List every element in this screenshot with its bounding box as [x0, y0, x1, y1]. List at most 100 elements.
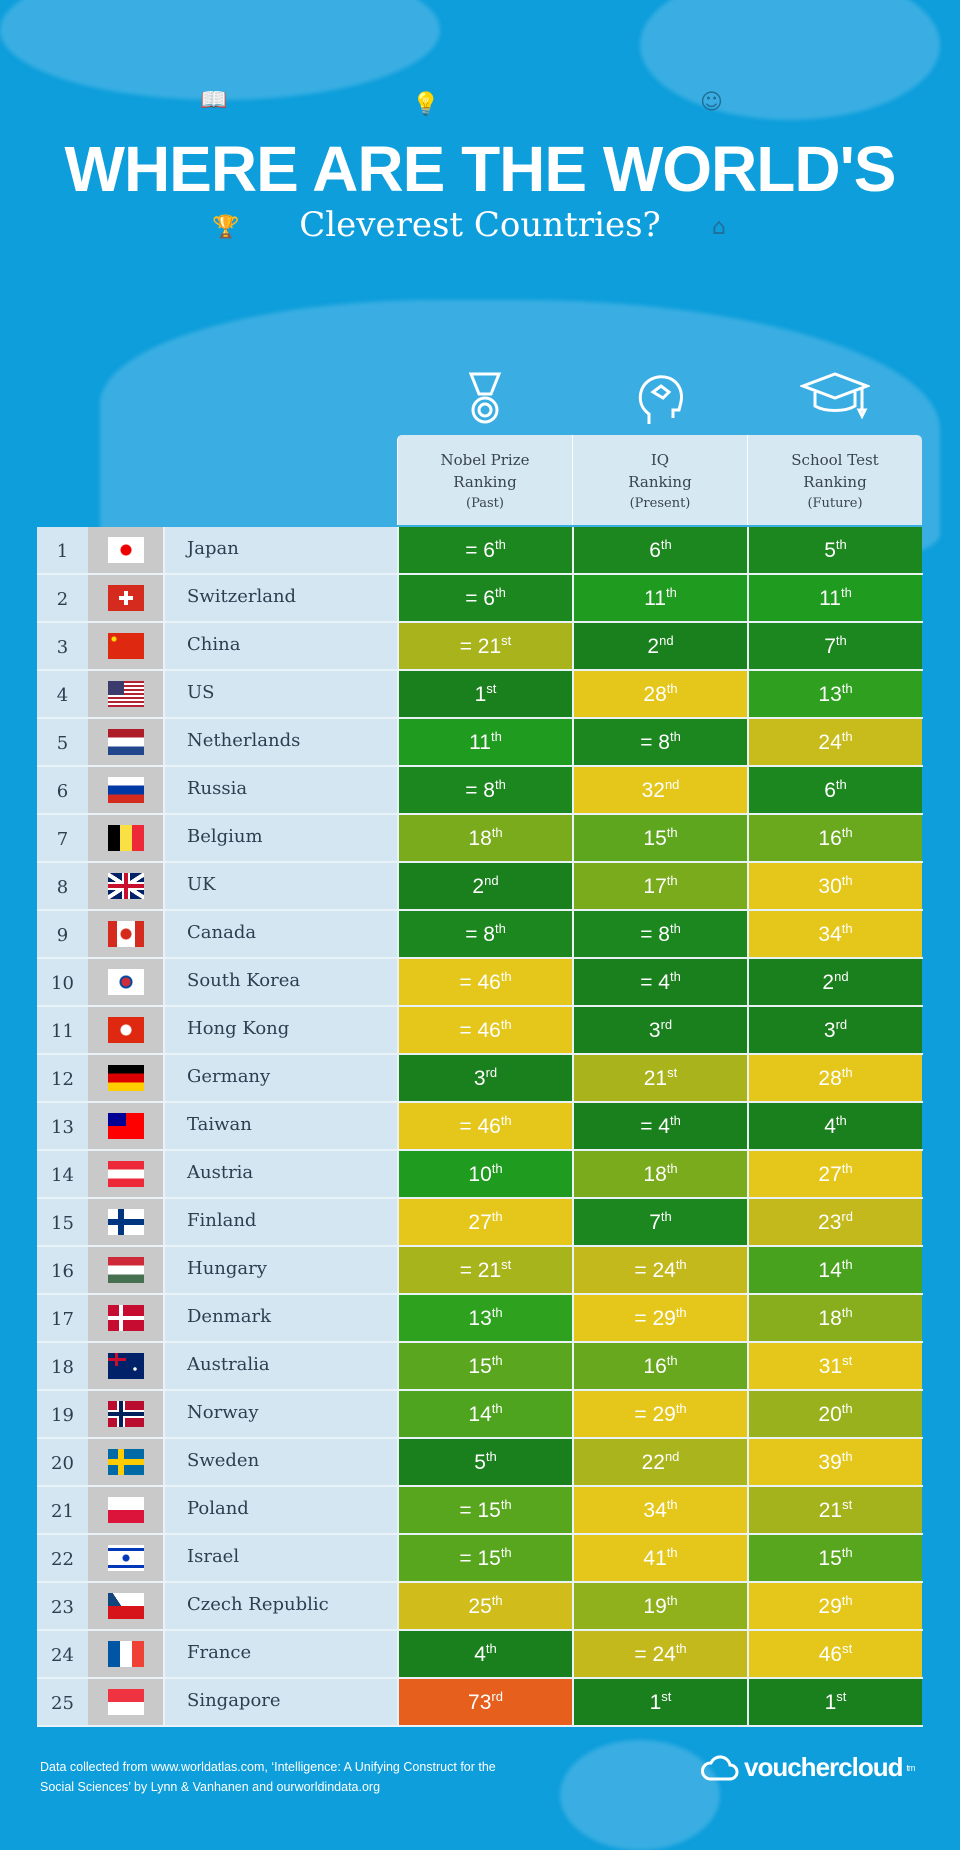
flag-cell	[88, 767, 165, 813]
rank-value: = 8	[640, 731, 670, 754]
school-test-ranking-cell: 14th	[747, 1247, 922, 1293]
rank-value: 10	[468, 1163, 492, 1186]
ordinal-suffix: th	[491, 1209, 503, 1224]
table-row: 13 Taiwan = 46th = 4th 4th	[37, 1103, 923, 1151]
rank-number: 17	[37, 1295, 88, 1341]
rank-value: 15	[643, 827, 667, 850]
rank-value: 21	[818, 1499, 843, 1522]
school-test-ranking-cell: 1st	[747, 1679, 922, 1725]
flag-cell	[88, 1535, 165, 1581]
header-line1: School Test	[791, 451, 879, 469]
rank-number: 8	[37, 863, 88, 909]
flag-netherlands-icon	[108, 729, 144, 755]
school-test-ranking-cell: 30th	[747, 863, 922, 909]
rank-number: 6	[37, 767, 88, 813]
head-icon: ☺	[700, 90, 723, 115]
flag-cell	[88, 1055, 165, 1101]
ordinal-suffix: th	[500, 1017, 512, 1032]
ordinal-suffix: st	[842, 1353, 853, 1368]
ordinal-suffix: st	[836, 1689, 847, 1704]
nobel-ranking-cell: = 6th	[397, 527, 572, 573]
school-test-ranking-cell: 34th	[747, 911, 922, 957]
iq-ranking-cell: 18th	[572, 1151, 747, 1197]
rank-value: 1	[474, 683, 487, 706]
ordinal-suffix: nd	[659, 633, 674, 648]
nobel-ranking-cell: = 21st	[397, 1247, 572, 1293]
iq-ranking-cell: 34th	[572, 1487, 747, 1533]
rank-number: 11	[37, 1007, 88, 1053]
ordinal-suffix: th	[840, 585, 852, 600]
table-row: 7 Belgium 18th 15th 16th	[37, 815, 923, 863]
table-row: 19 Norway 14th = 29th 20th	[37, 1391, 923, 1439]
school-test-ranking-cell: 3rd	[747, 1007, 922, 1053]
source-note: Data collected from www.worldatlas.com, …	[40, 1757, 540, 1797]
rank-value: 27	[468, 1211, 492, 1234]
rank-value: 7	[649, 1211, 661, 1234]
table-row: 2 Switzerland = 6th 11th 11th	[37, 575, 923, 623]
map-land	[0, 0, 440, 100]
ordinal-suffix: th	[494, 777, 506, 792]
rank-number: 21	[37, 1487, 88, 1533]
ordinal-suffix: th	[841, 681, 853, 696]
iq-ranking-cell: 21st	[572, 1055, 747, 1101]
nobel-ranking-cell: 4th	[397, 1631, 572, 1677]
rank-value: = 21	[459, 635, 502, 658]
nobel-ranking-cell: = 46th	[397, 959, 572, 1005]
flag-cell	[88, 1247, 165, 1293]
school-test-ranking-cell: 7th	[747, 623, 922, 669]
ordinal-suffix: st	[842, 1641, 853, 1656]
ordinal-suffix: th	[500, 969, 512, 984]
map-land	[640, 0, 940, 120]
rank-value: 13	[818, 683, 842, 706]
ordinal-suffix: nd	[484, 873, 499, 888]
rank-value: = 46	[459, 971, 501, 994]
rank-value: = 15	[459, 1547, 501, 1570]
rank-value: 34	[818, 923, 842, 946]
rank-value: 19	[643, 1595, 667, 1618]
nobel-ranking-cell: 3rd	[397, 1055, 572, 1101]
flag-cell	[88, 815, 165, 861]
ordinal-suffix: th	[675, 1257, 687, 1272]
rank-number: 22	[37, 1535, 88, 1581]
brain-head-icon	[572, 370, 747, 432]
flag-france-icon	[108, 1641, 144, 1667]
table-row: 24 France 4th = 24th 46st	[37, 1631, 923, 1679]
ordinal-suffix: rd	[485, 1065, 498, 1080]
flag-south-korea-icon	[108, 969, 144, 995]
rank-number: 18	[37, 1343, 88, 1389]
flag-us-icon	[108, 681, 144, 707]
iq-ranking-cell: = 29th	[572, 1391, 747, 1437]
rank-value: 4	[824, 1115, 836, 1138]
iq-ranking-cell: 6th	[572, 527, 747, 573]
ordinal-suffix: th	[841, 1449, 853, 1464]
school-test-ranking-cell: 20th	[747, 1391, 922, 1437]
table-row: 6 Russia = 8th 32nd 6th	[37, 767, 923, 815]
school-test-ranking-cell: 15th	[747, 1535, 922, 1581]
ordinal-suffix: th	[491, 1305, 503, 1320]
flag-china-icon	[108, 633, 144, 659]
lamp-icon: ⌂	[712, 215, 726, 240]
flag-czech-republic-icon	[108, 1593, 144, 1619]
country-name: Hong Kong	[165, 1007, 397, 1053]
header-line3: (Future)	[807, 496, 863, 511]
nobel-ranking-cell: 18th	[397, 815, 572, 861]
table-row: 1 Japan = 6th 6th 5th	[37, 527, 923, 575]
table-row: 3 China = 21st 2nd 7th	[37, 623, 923, 671]
flag-cell	[88, 1343, 165, 1389]
school-test-ranking-cell: 27th	[747, 1151, 922, 1197]
ordinal-suffix: th	[491, 1353, 503, 1368]
ordinal-suffix: nd	[664, 777, 680, 792]
ordinal-suffix: th	[491, 1401, 503, 1416]
iq-ranking-cell: 19th	[572, 1583, 747, 1629]
column-header: School Test Ranking (Future)	[747, 435, 922, 525]
flag-cell	[88, 1199, 165, 1245]
country-name: Austria	[165, 1151, 397, 1197]
country-name: Canada	[165, 911, 397, 957]
rank-value: = 4	[640, 1115, 670, 1138]
rank-value: 1	[824, 1691, 837, 1714]
table-row: 4 US 1st 28th 13th	[37, 671, 923, 719]
table-row: 15 Finland 27th 7th 23rd	[37, 1199, 923, 1247]
ordinal-suffix: th	[669, 729, 681, 744]
header-line2: Ranking	[628, 473, 692, 491]
rank-value: 11	[819, 587, 841, 610]
